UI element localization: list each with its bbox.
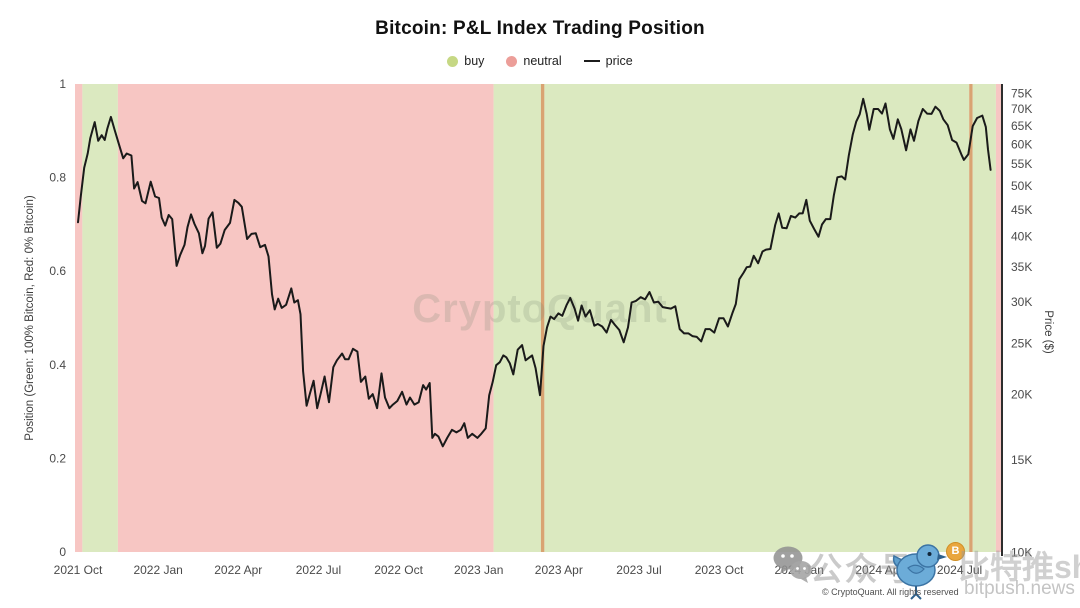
legend-item-neutral[interactable]: neutral <box>506 54 562 68</box>
band-buy <box>972 84 996 552</box>
left-axis-tick: 0.4 <box>49 358 66 372</box>
legend-item-buy[interactable]: buy <box>447 54 484 68</box>
x-axis-tick: 2023 Oct <box>695 563 744 577</box>
right-axis-title: Price ($) <box>1042 310 1054 354</box>
left-axis-tick: 1 <box>59 77 66 91</box>
x-axis-tick: 2023 Apr <box>535 563 583 577</box>
band-buy <box>544 84 970 552</box>
left-axis-tick: 0.2 <box>49 451 66 465</box>
right-axis-tick: 55K <box>1011 157 1032 171</box>
cryptoquant-watermark: CryptoQuant <box>412 287 667 331</box>
legend-label: buy <box>464 54 485 68</box>
x-axis-tick: 2024 Jan <box>775 563 824 577</box>
right-axis-tick: 60K <box>1011 137 1032 151</box>
legend-label: price <box>605 54 633 68</box>
x-axis-tick: 2022 Apr <box>214 563 262 577</box>
right-axis-tick: 70K <box>1011 102 1032 116</box>
band-buy <box>82 84 118 552</box>
band-neutral <box>540 84 545 552</box>
x-axis-tick: 2022 Jan <box>133 563 182 577</box>
right-axis-tick: 40K <box>1011 230 1032 244</box>
right-axis-tick: 30K <box>1011 295 1032 309</box>
price-line <box>77 97 992 448</box>
right-axis-tick: 15K <box>1011 453 1032 467</box>
right-axis-tick: 10K <box>1011 546 1032 560</box>
right-axis-tick: 25K <box>1011 337 1032 351</box>
buy-swatch-icon <box>447 55 459 67</box>
x-axis-tick: 2021 Oct <box>54 563 103 577</box>
legend: buy neutral price <box>0 52 1080 70</box>
x-axis-tick: 2024 Jul <box>937 563 982 577</box>
neutral-swatch-icon <box>506 55 518 67</box>
right-axis-tick: 35K <box>1011 260 1032 274</box>
left-axis-tick: 0.6 <box>49 264 66 278</box>
x-axis-tick: 2022 Oct <box>374 563 423 577</box>
legend-label: neutral <box>523 54 562 68</box>
left-axis-title: Position (Green: 100% Bitcoin, Red: 0% B… <box>24 195 36 441</box>
left-axis-tick: 0.8 <box>49 171 66 185</box>
x-axis-tick: 2023 Jul <box>616 563 661 577</box>
band-neutral <box>995 84 1002 552</box>
chart-title: Bitcoin: P&L Index Trading Position <box>375 18 705 39</box>
right-axis-tick: 45K <box>1011 203 1032 217</box>
right-axis-tick: 20K <box>1011 388 1032 402</box>
x-axis-tick: 2022 Jul <box>296 563 341 577</box>
right-axis-tick: 50K <box>1011 179 1032 193</box>
right-axis-tick: 65K <box>1011 119 1032 133</box>
x-axis-tick: 2024 Apr <box>855 563 903 577</box>
left-axis-tick: 0 <box>59 545 66 559</box>
band-buy <box>493 84 541 552</box>
x-axis-tick: 2023 Jan <box>454 563 503 577</box>
price-swatch-icon <box>583 60 600 62</box>
right-axis-tick: 75K <box>1011 86 1032 100</box>
band-neutral <box>969 84 973 552</box>
band-neutral <box>75 84 83 552</box>
band-neutral <box>117 84 494 552</box>
legend-item-price[interactable]: price <box>583 54 633 68</box>
